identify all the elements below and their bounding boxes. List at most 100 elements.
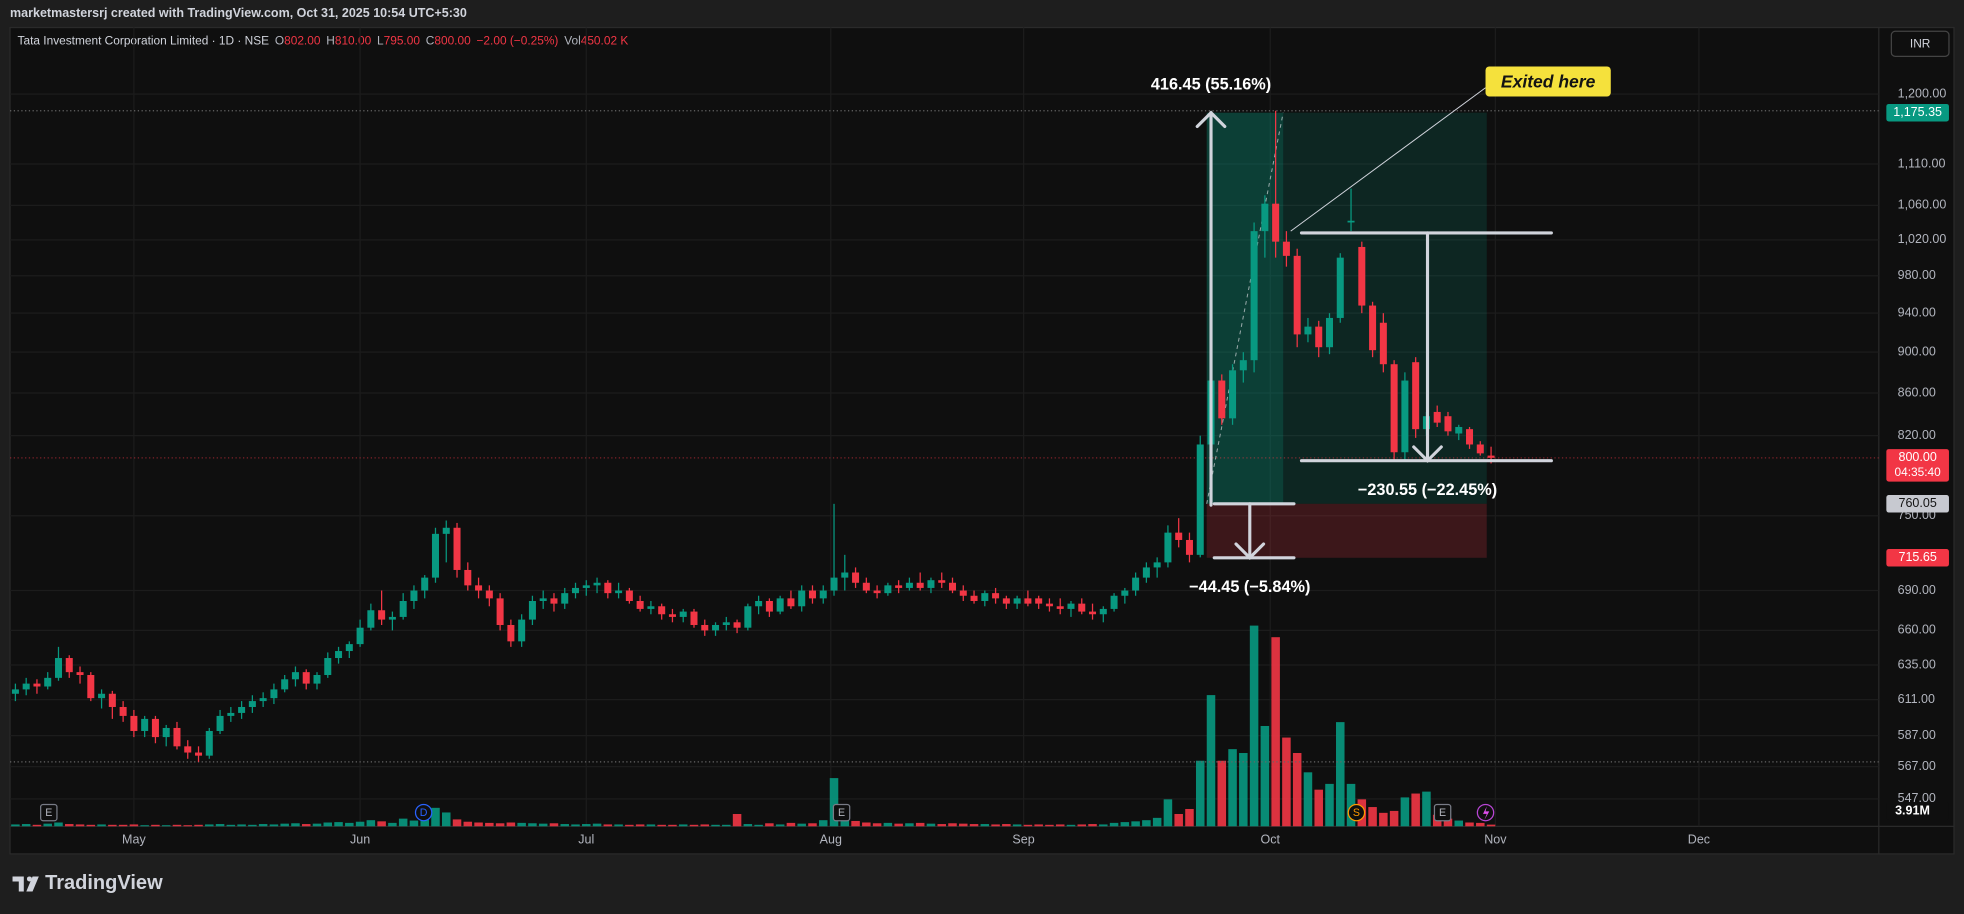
- volume-bar: [323, 822, 333, 827]
- volume-bar: [140, 825, 149, 827]
- candle-body: [852, 572, 860, 583]
- y-tick-label: 587.00: [1898, 728, 1936, 742]
- volume-bar: [1325, 783, 1334, 827]
- volume-bar: [1055, 824, 1065, 827]
- candle-body: [561, 593, 569, 604]
- volume-bar: [1077, 824, 1087, 827]
- volume-bar: [1292, 753, 1302, 827]
- candle-body: [1175, 532, 1183, 540]
- currency[interactable]: INR: [1910, 37, 1931, 51]
- volume-bar: [1379, 812, 1388, 827]
- candle-body: [1153, 562, 1161, 568]
- candle-body: [1089, 611, 1097, 615]
- volume-bar: [291, 823, 300, 827]
- candle-body: [335, 651, 343, 659]
- volume-bar: [474, 822, 483, 827]
- volume-bar: [345, 822, 354, 827]
- value: 802.00: [284, 33, 321, 47]
- event-badge: [40, 803, 58, 822]
- event-label: E: [1439, 807, 1446, 819]
- volume-bar: [937, 824, 946, 827]
- candle-body: [1433, 411, 1441, 423]
- brand-logo: [12, 876, 39, 892]
- y-tick-label: 547.00: [1898, 791, 1936, 805]
- volume-bar: [1303, 772, 1313, 827]
- candle-body: [948, 582, 957, 591]
- candle-body: [1110, 595, 1118, 609]
- volume-bar: [377, 821, 386, 827]
- volume-bar: [797, 823, 806, 827]
- countdown: 04:35:40: [1895, 465, 1942, 479]
- volume-bar: [1422, 791, 1431, 827]
- volume-bar: [1045, 824, 1054, 827]
- label: Vol: [564, 33, 581, 47]
- candle-body: [442, 527, 450, 534]
- candle-body: [1132, 577, 1140, 591]
- lightning-icon: [1476, 803, 1495, 822]
- candle-body: [927, 580, 935, 588]
- volume-bar: [829, 778, 839, 827]
- candle-body: [33, 683, 41, 687]
- volume-bar: [172, 824, 182, 827]
- volume-bar: [1099, 824, 1108, 827]
- candle-body: [830, 577, 838, 591]
- volume-bar: [517, 822, 526, 827]
- volume-bar: [549, 823, 559, 827]
- y-tick-label: 820.00: [1898, 428, 1936, 442]
- x-tick-label: Oct: [1261, 832, 1281, 846]
- label: H: [326, 33, 335, 47]
- logo-mark: [12, 876, 39, 892]
- candle-body: [281, 679, 289, 690]
- volume-bar: [969, 824, 979, 827]
- volume-bar: [1443, 818, 1453, 827]
- event-label: E: [45, 807, 52, 819]
- candle-body: [636, 600, 644, 609]
- candle-body: [1293, 255, 1301, 335]
- candle-body: [959, 590, 967, 596]
- candle-body: [712, 624, 720, 631]
- candle-body: [1412, 362, 1420, 430]
- volume-bar: [1400, 797, 1410, 827]
- candle-body: [1347, 220, 1355, 223]
- volume-bar: [700, 824, 710, 827]
- y-tick-label: 1,200.00: [1898, 86, 1947, 100]
- candle-body: [765, 600, 773, 612]
- value: 800.00: [434, 33, 471, 47]
- volume-bar: [215, 824, 225, 827]
- volume-bar: [625, 824, 634, 827]
- volume-bar: [183, 825, 193, 827]
- label: L: [377, 33, 384, 47]
- candle-body: [970, 595, 978, 601]
- volume-bar: [528, 823, 537, 827]
- volume-tag: [1886, 802, 1949, 821]
- price-tag: [1886, 549, 1949, 567]
- candle-body: [1013, 598, 1021, 604]
- y-tick-label: 1,060.00: [1898, 198, 1947, 212]
- y-tick-label: 1,110.00: [1898, 156, 1946, 170]
- x-tick-label: Nov: [1484, 832, 1507, 846]
- currency-button[interactable]: [1890, 30, 1950, 57]
- candle-body: [1315, 326, 1323, 348]
- candle-body: [1078, 603, 1086, 612]
- candle-body: [119, 706, 127, 716]
- candle-body: [324, 658, 332, 675]
- volume-bar: [1271, 637, 1280, 827]
- volume-bar: [237, 824, 246, 827]
- candle-body: [259, 698, 267, 702]
- candle-body: [1379, 322, 1387, 365]
- volume-bar: [1368, 807, 1377, 827]
- volume-bar: [1034, 824, 1043, 827]
- volume-bar: [194, 824, 203, 827]
- volume-bar: [862, 822, 871, 827]
- volume-bar: [905, 823, 914, 827]
- measure-label: −230.55 (−22.45%): [1358, 481, 1497, 499]
- event-badge: [832, 803, 851, 822]
- trade-path: [1206, 112, 1284, 504]
- volume-bar: [151, 824, 160, 827]
- candle-body: [615, 590, 623, 594]
- candle-body: [76, 672, 84, 675]
- volume-bar: [1314, 789, 1323, 827]
- candle-body: [808, 590, 816, 599]
- price-tag: [1886, 103, 1949, 122]
